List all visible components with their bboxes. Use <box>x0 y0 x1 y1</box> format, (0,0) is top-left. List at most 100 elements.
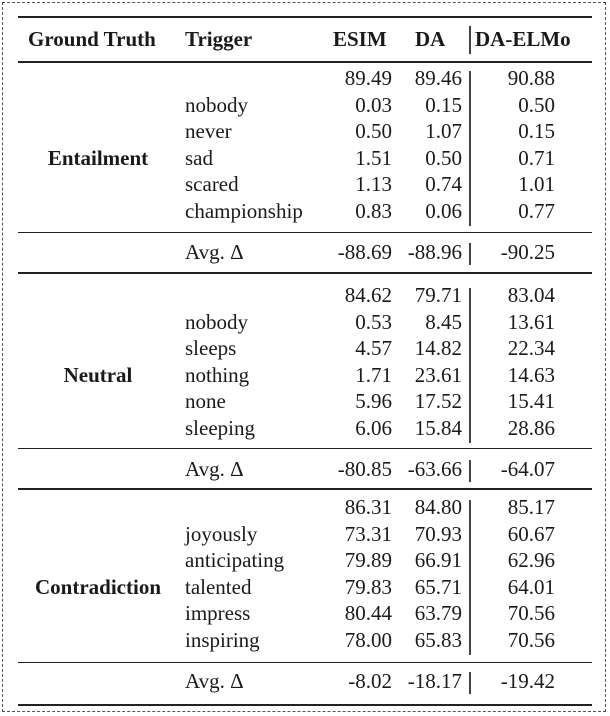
header-esim: ESIM <box>333 27 387 51</box>
da-elmo-cell: 0.77 <box>518 198 555 223</box>
esim-cell: 78.00 <box>344 627 392 652</box>
trigger-cell: never <box>185 119 232 143</box>
section-divider <box>469 71 471 226</box>
esim-cell: 0.03 <box>355 92 392 117</box>
da-elmo-cell: 0.50 <box>518 92 555 117</box>
trigger-cell: sad <box>185 145 213 170</box>
esim-cell: 1.71 <box>355 362 392 387</box>
trigger-cell: nothing <box>185 362 250 387</box>
trigger-cell: none <box>185 389 226 413</box>
da-cell: 8.45 <box>425 309 462 334</box>
avg-label: Avg. Δ <box>185 669 244 693</box>
esim-cell: 6.06 <box>355 415 392 440</box>
avg-label: Avg. Δ <box>185 240 244 264</box>
da-cell: 84.80 <box>414 495 462 519</box>
header-rule <box>18 61 592 63</box>
da-elmo-cell: 13.61 <box>507 309 555 334</box>
avg-rule <box>18 448 592 450</box>
da-cell: 0.06 <box>425 198 462 223</box>
trigger-cell: talented <box>185 574 252 599</box>
da-elmo-cell: 0.71 <box>518 145 555 170</box>
avg-esim: -80.85 <box>337 457 392 481</box>
header-ground-truth: Ground Truth <box>28 27 156 51</box>
section-divider <box>469 500 471 655</box>
esim-cell: 4.57 <box>355 336 392 360</box>
da-cell: 17.52 <box>414 389 462 413</box>
trigger-cell: scared <box>185 172 239 196</box>
da-cell: 70.93 <box>414 521 462 546</box>
avg-label: Avg. Δ <box>185 457 244 481</box>
trigger-cell: nobody <box>185 92 248 117</box>
da-cell: 15.84 <box>414 415 462 440</box>
da-cell: 0.50 <box>425 145 462 170</box>
da-cell: 79.71 <box>414 283 462 307</box>
da-elmo-cell: 62.96 <box>507 548 555 572</box>
da-elmo-cell: 1.01 <box>518 172 555 196</box>
da-cell: 23.61 <box>414 362 462 387</box>
avg-divider <box>469 460 471 482</box>
esim-cell: 80.44 <box>344 601 392 625</box>
esim-cell: 79.83 <box>344 574 392 599</box>
da-elmo-cell: 90.88 <box>507 66 555 90</box>
section-label: Contradiction <box>35 574 161 599</box>
da-elmo-cell: 15.41 <box>507 389 555 413</box>
trigger-cell: championship <box>185 198 303 223</box>
da-cell: 14.82 <box>414 336 462 360</box>
header-da-elmo: DA-ELMo <box>475 27 571 51</box>
avg-divider <box>469 672 471 694</box>
da-elmo-cell: 60.67 <box>507 521 555 546</box>
header-divider <box>469 26 471 54</box>
section-divider <box>469 288 471 443</box>
esim-cell: 0.50 <box>355 119 392 143</box>
avg-esim: -88.69 <box>337 240 392 264</box>
avg-da: -88.96 <box>407 240 462 264</box>
da-cell: 0.74 <box>425 172 462 196</box>
esim-cell: 73.31 <box>344 521 392 546</box>
da-cell: 0.15 <box>425 92 462 117</box>
avg-da: -18.17 <box>407 669 462 693</box>
trigger-cell: joyously <box>185 521 258 546</box>
esim-cell: 5.96 <box>355 389 392 413</box>
section-rule <box>18 272 592 274</box>
da-cell: 65.83 <box>414 627 462 652</box>
top-rule <box>18 16 592 18</box>
esim-cell: 86.31 <box>344 495 392 519</box>
esim-cell: 79.89 <box>344 548 392 572</box>
esim-cell: 1.51 <box>355 145 392 170</box>
section-label: Neutral <box>63 362 133 387</box>
da-cell: 66.91 <box>414 548 462 572</box>
da-elmo-cell: 85.17 <box>507 495 555 519</box>
avg-da: -63.66 <box>407 457 462 481</box>
da-elmo-cell: 22.34 <box>507 336 555 360</box>
header-da: DA <box>415 27 446 51</box>
trigger-cell: anticipating <box>185 548 285 572</box>
trigger-cell: nobody <box>185 309 248 334</box>
da-elmo-cell: 70.56 <box>507 601 555 625</box>
avg-rule <box>18 662 592 664</box>
avg-esim: -8.02 <box>348 669 392 693</box>
da-elmo-cell: 28.86 <box>507 415 555 440</box>
trigger-cell: sleeps <box>185 336 237 360</box>
bottom-rule <box>18 704 592 706</box>
da-elmo-cell: 0.15 <box>518 119 555 143</box>
esim-cell: 1.13 <box>355 172 392 196</box>
da-elmo-cell: 83.04 <box>507 283 555 307</box>
avg-da-elmo: -90.25 <box>500 240 555 264</box>
da-elmo-cell: 14.63 <box>507 362 555 387</box>
section-rule <box>18 488 592 490</box>
avg-divider <box>469 243 471 265</box>
esim-cell: 84.62 <box>344 283 392 307</box>
da-elmo-cell: 70.56 <box>507 627 555 652</box>
avg-rule <box>18 232 592 234</box>
esim-cell: 0.53 <box>355 309 392 334</box>
da-cell: 63.79 <box>414 601 462 625</box>
trigger-cell: impress <box>185 601 251 625</box>
avg-da-elmo: -19.42 <box>500 669 555 693</box>
trigger-cell: sleeping <box>185 415 255 440</box>
da-elmo-cell: 64.01 <box>507 574 555 599</box>
da-cell: 1.07 <box>425 119 462 143</box>
section-label: Entailment <box>47 145 149 170</box>
da-cell: 89.46 <box>414 66 462 90</box>
avg-da-elmo: -64.07 <box>500 457 555 481</box>
